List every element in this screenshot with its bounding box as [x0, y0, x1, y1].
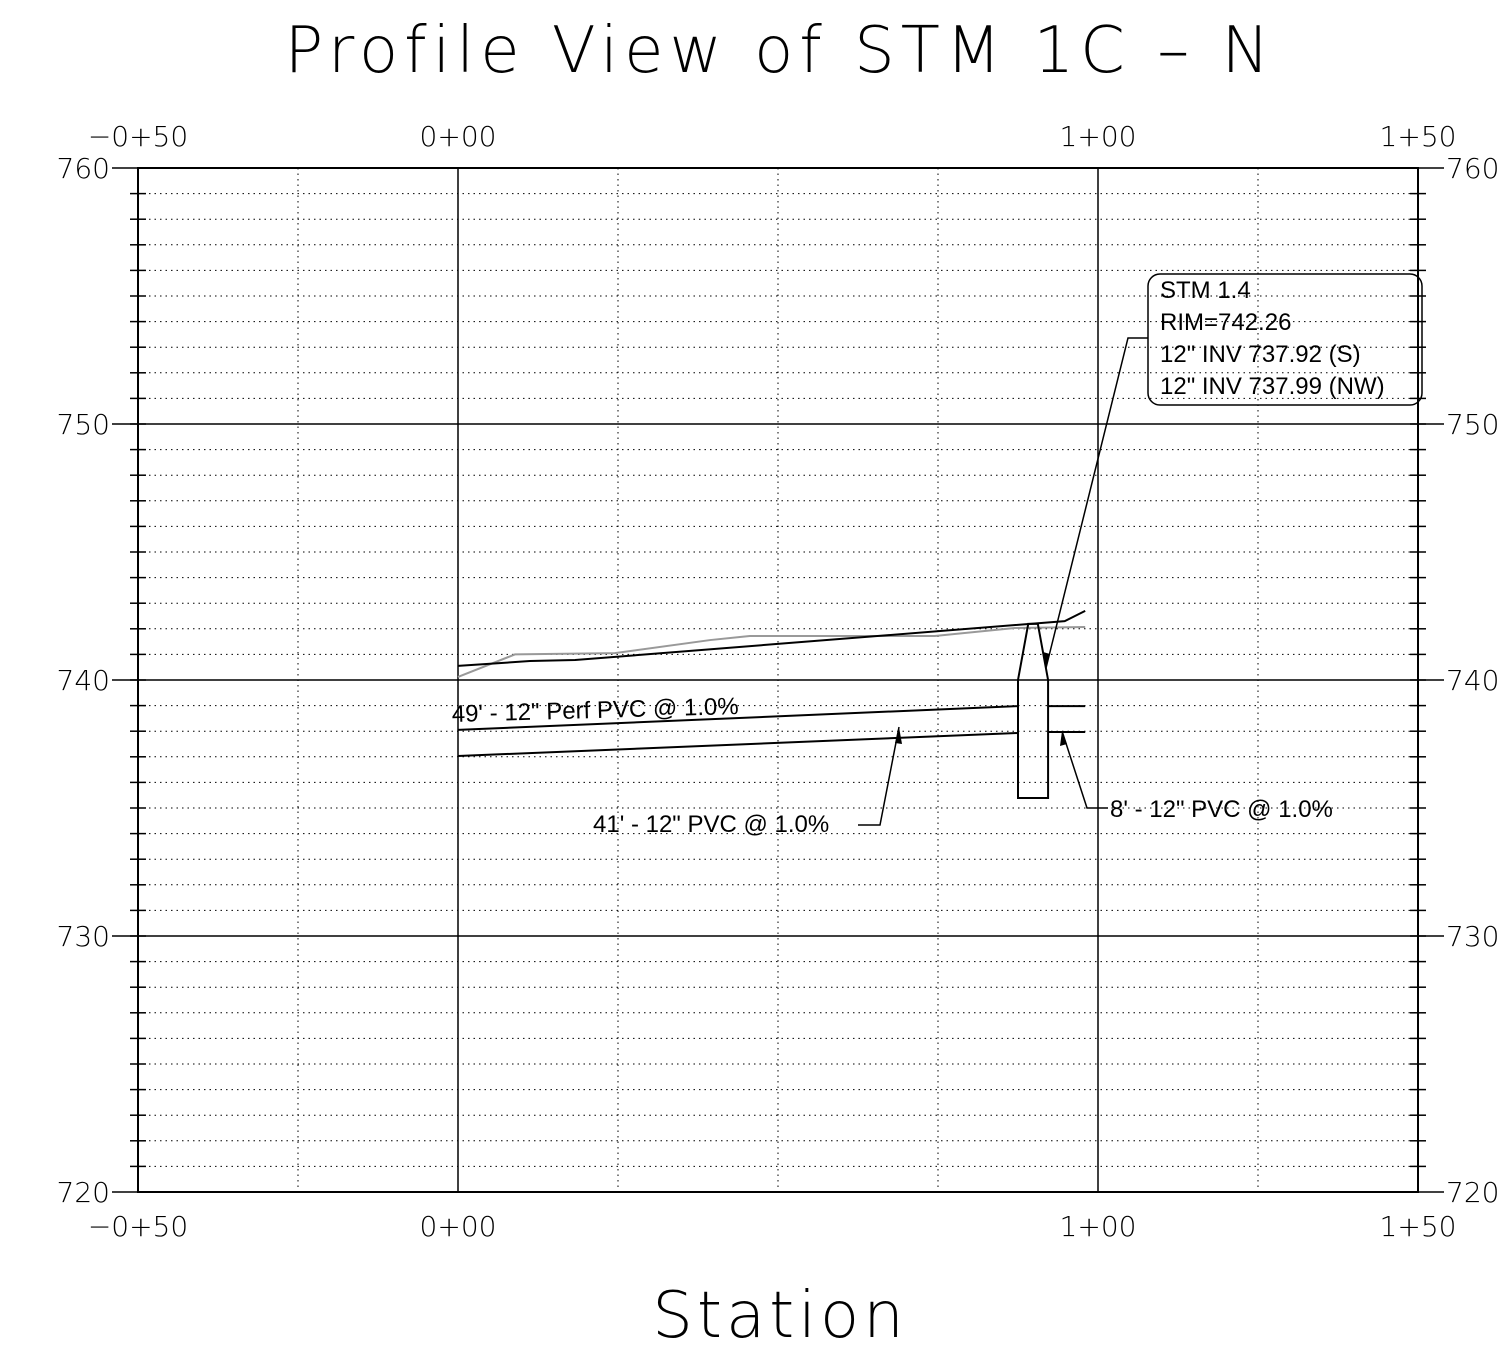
proposed-ground — [457, 609, 1086, 667]
pipe-label: 41' - 12" PVC @ 1.0% — [593, 811, 829, 838]
arrowheads — [895, 652, 1067, 746]
x-tick-label: 1+00 — [1060, 120, 1137, 153]
x-tick-label: 0+00 — [420, 120, 497, 153]
y-tick-label: 760 — [1446, 152, 1499, 185]
x-tick-label: 1+50 — [1380, 120, 1457, 153]
arrowhead — [1043, 652, 1050, 668]
title: Profile View of STM 1C – N — [285, 14, 1276, 88]
x-tick-label: 1+50 — [1380, 1210, 1457, 1243]
callout-line: 12" INV 737.92 (S) — [1160, 341, 1361, 368]
leaders — [858, 273, 1423, 826]
profile — [137, 167, 1419, 1193]
leader — [858, 726, 900, 826]
y-tick-label: 750 — [1446, 408, 1499, 441]
arrowhead — [895, 727, 902, 744]
pipe-line — [457, 731, 1019, 758]
plot-frame — [137, 167, 1419, 1193]
x-tick-label: 1+00 — [1060, 1210, 1137, 1243]
y-tick-label: 730 — [57, 920, 110, 953]
y-tick-label: 730 — [1446, 920, 1499, 953]
existing-ground — [457, 626, 1086, 678]
y-tick-label: 720 — [57, 1176, 110, 1209]
y-tick-label: 760 — [57, 152, 110, 185]
y-tick-label: 720 — [1446, 1176, 1499, 1209]
callout-line: 12" INV 737.99 (NW) — [1160, 373, 1385, 400]
pipe-label: 8' - 12" PVC @ 1.0% — [1110, 796, 1333, 823]
x-tick-label: −0+50 — [88, 120, 188, 153]
pipe-line — [457, 705, 1019, 731]
leader — [1061, 730, 1108, 809]
leader — [1045, 337, 1148, 669]
y-tick-label: 740 — [1446, 664, 1499, 697]
y-tick-label: 740 — [57, 664, 110, 697]
y-tick-label: 750 — [57, 408, 110, 441]
axis-label: Station — [652, 1279, 908, 1353]
callout-box — [1147, 273, 1423, 406]
x-tick-label: −0+50 — [88, 1210, 188, 1243]
manhole — [1017, 622, 1050, 800]
arrowhead — [1060, 731, 1067, 746]
callout-line: STM 1.4 — [1160, 277, 1251, 304]
callout-line: RIM=742.26 — [1160, 309, 1291, 336]
callout-text: STM 1.4 RIM=742.26 12" INV 737.92 (S) 12… — [1160, 277, 1385, 400]
x-tick-label: 0+00 — [420, 1210, 497, 1243]
pipe-label: 49' - 12" Perf PVC @ 1.0% — [451, 693, 739, 728]
